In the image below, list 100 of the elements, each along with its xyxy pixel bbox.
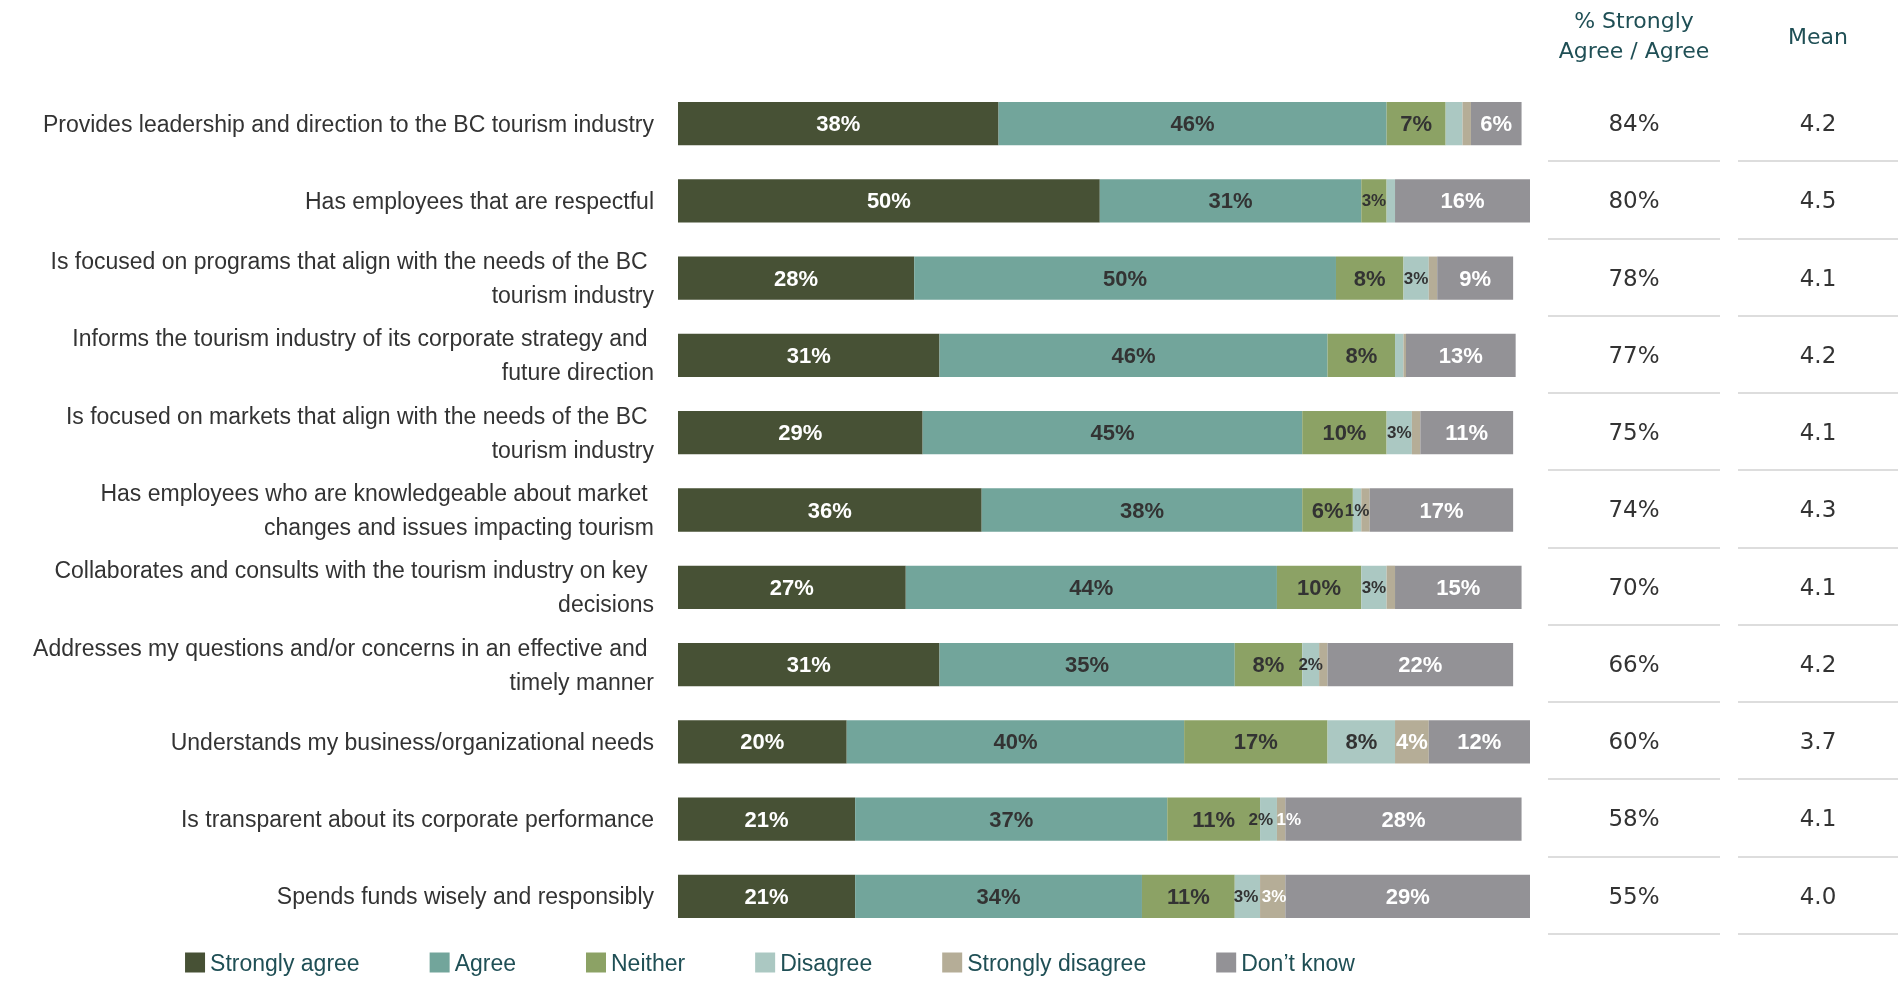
data-label: 29% [778,420,823,446]
data-label: 12% [1457,729,1502,755]
bar [1437,256,1514,300]
legend-label: Strongly agree [210,949,360,976]
text: 55% [1548,857,1720,935]
data-label: 31% [1208,188,1253,214]
text: 4.2 [1738,625,1898,704]
bar [678,333,940,378]
data-label: 37% [989,806,1034,832]
bar [1428,720,1530,764]
bar [1395,565,1522,609]
data-label: 22% [1398,652,1443,678]
y-tick-label: Collaborates and consults with the tourism industry on key decisions [54,557,654,618]
y-tick-label: Is transparent about its corporate performance [180,806,654,833]
data-label: 38% [1119,497,1164,523]
bar [855,797,1168,841]
text: 3.7 [1738,703,1898,781]
y-tick-label: Is focused on programs that align with the needs of the BC tourism industry [50,248,655,309]
data-label: 31% [786,342,831,368]
text: 80% [1548,162,1720,240]
text: 4.0 [1738,857,1898,935]
data-label: 11% [1166,883,1210,909]
data-label: 8% [1345,729,1378,755]
data-label: 3% [1233,886,1259,906]
data-label: 38% [816,111,861,137]
text: 4.5 [1738,162,1898,240]
data-label: 28% [1381,806,1426,832]
data-label: 28% [774,265,819,291]
data-label: 46% [1170,111,1215,137]
text: 4.1 [1738,780,1898,858]
data-label: 3% [1386,423,1412,443]
text: % Strongly Agree / Agree [1557,7,1711,65]
y-tick-label: Has employees who are knowledgeable about market changes and issues impacting tourism [100,480,654,540]
data-label: 4% [1396,729,1428,755]
legend-label: Agree [454,949,516,976]
text: Mean [1787,23,1849,51]
bar [678,256,915,300]
y-tick-label: Addresses my questions and/or concerns in an effective and timely manner [33,634,655,695]
bar [1406,333,1516,378]
text: 70% [1548,548,1720,626]
data-label: 29% [1385,883,1430,909]
data-label: 8% [1345,342,1378,368]
text: 78% [1548,239,1720,317]
text: 66% [1548,625,1720,704]
data-label: 13% [1438,342,1483,368]
bar [1141,874,1235,918]
y-tick-label: Has employees that are respectful [304,187,654,214]
bar [678,179,1100,223]
text: 4.1 [1738,548,1898,626]
bar [678,102,999,146]
legend-label: Strongly disagree [967,949,1147,976]
data-label: 1% [1276,809,1302,829]
bar [678,720,847,764]
data-label: 35% [1065,652,1110,678]
bar [678,411,923,455]
data-label: 34% [976,883,1021,909]
data-label: 6% [1311,497,1344,523]
bar [678,565,906,609]
bar [846,720,1185,764]
bar [1386,179,1396,223]
bar [855,874,1142,918]
text: 75% [1548,394,1720,472]
bar [981,488,1303,532]
data-label: 17% [1419,497,1464,523]
bar [939,333,1328,378]
data-label: 7% [1400,111,1433,137]
data-label: 11% [1192,806,1236,832]
bar [939,642,1235,687]
bar [1445,102,1463,146]
legend-label: Don’t know [1241,949,1356,976]
bar [1395,179,1530,223]
data-label: 3% [1361,191,1387,211]
legend-label: Neither [611,949,686,976]
bar [1099,179,1362,223]
data-label: 21% [744,806,789,832]
bar [678,797,856,841]
data-label: 46% [1111,342,1156,368]
data-label: 50% [1103,265,1148,291]
bar [1386,565,1396,609]
data-label: 44% [1069,574,1114,600]
data-label: 8% [1252,652,1285,678]
text: 4.3 [1738,471,1898,549]
text: 77% [1548,316,1720,395]
y-tick-label: Understands my business/organizational needs [170,728,654,755]
bar [905,565,1277,609]
bar [1403,333,1406,378]
data-label: 6% [1480,111,1513,137]
bar [922,411,1303,455]
data-label: 3% [1261,886,1287,906]
data-label: 50% [866,188,911,214]
text: 60% [1548,703,1720,781]
bar [1327,642,1514,687]
text: 4.1 [1738,394,1898,472]
data-label: 27% [769,574,814,600]
bar [1395,333,1404,378]
bar [1285,874,1530,918]
bar [678,874,856,918]
data-label: 3% [1361,577,1387,597]
bar [1462,102,1471,146]
data-label: 17% [1233,729,1278,755]
